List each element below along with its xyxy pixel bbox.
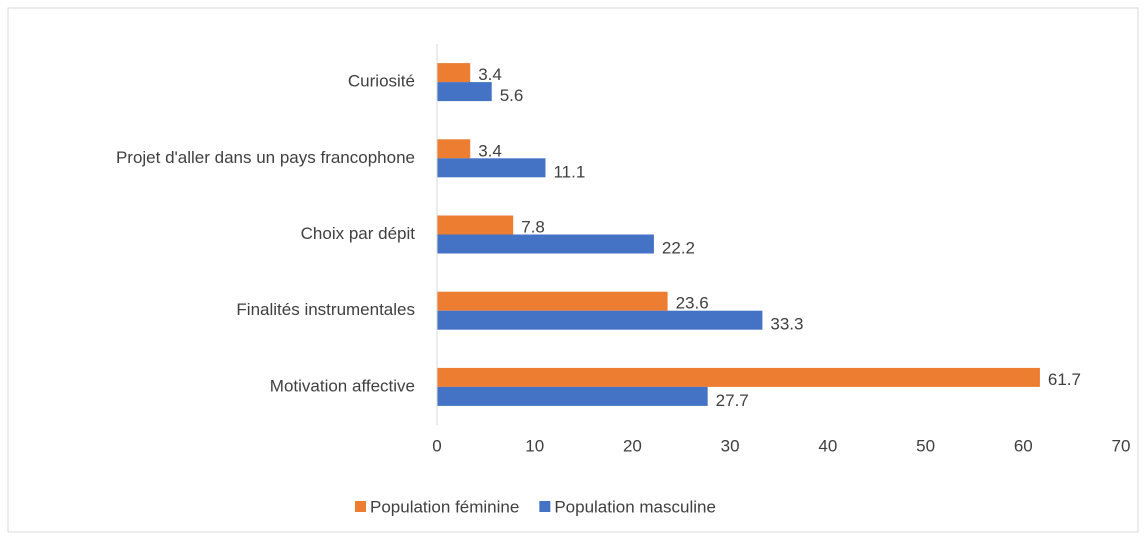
data-label: 3.4 [478, 65, 502, 84]
y-tick-label: Curiosité [348, 72, 415, 91]
bar [437, 367, 1040, 387]
data-label: 5.6 [500, 86, 524, 105]
data-label: 27.7 [716, 391, 749, 410]
bar [437, 139, 471, 159]
y-tick-label: Choix par dépit [301, 224, 416, 243]
data-label: 33.3 [770, 315, 803, 334]
x-tick-label: 10 [525, 436, 544, 455]
y-tick-label: Projet d'aller dans un pays francophone [116, 148, 415, 167]
x-tick-label: 40 [818, 436, 837, 455]
bar [437, 310, 763, 330]
legend-label: Population féminine [370, 497, 519, 516]
bar [437, 158, 546, 178]
bar [437, 291, 668, 311]
x-tick-label: 60 [1014, 436, 1033, 455]
data-label: 22.2 [662, 238, 695, 257]
y-tick-label: Motivation affective [270, 376, 415, 395]
data-label: 3.4 [478, 141, 502, 160]
chart-border [7, 7, 1139, 533]
bar [437, 386, 708, 406]
x-tick-label: 0 [432, 436, 441, 455]
bar [437, 215, 514, 235]
data-label: 61.7 [1048, 370, 1081, 389]
bar [437, 63, 471, 83]
legend-swatch [539, 501, 551, 512]
bar [437, 234, 654, 254]
x-tick-label: 20 [623, 436, 642, 455]
data-label: 23.6 [676, 294, 709, 313]
x-tick-label: 30 [721, 436, 740, 455]
legend-label: Population masculine [554, 497, 716, 516]
data-label: 11.1 [553, 162, 585, 181]
y-tick-label: Finalités instrumentales [236, 300, 415, 319]
bar [437, 82, 492, 102]
data-label: 7.8 [521, 217, 545, 236]
x-tick-label: 70 [1112, 436, 1131, 455]
x-tick-label: 50 [916, 436, 935, 455]
legend-swatch [355, 501, 366, 512]
